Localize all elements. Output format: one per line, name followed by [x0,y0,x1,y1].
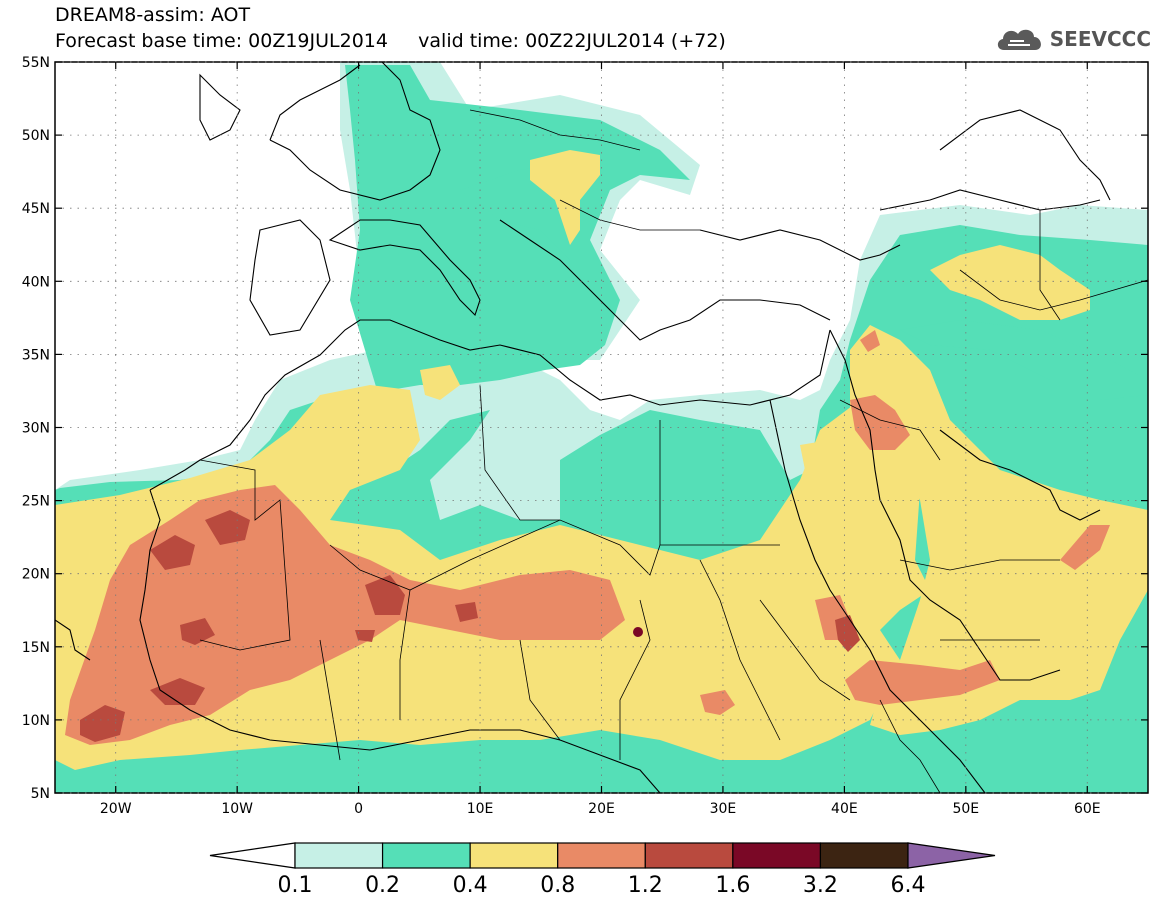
cloud-icon [997,29,1041,50]
lat-tick-label: 50N [22,128,50,144]
colorbar-label: 3.2 [803,873,838,898]
colorbar-segment [294,842,384,869]
lat-tick-label: 55N [22,55,50,71]
colorbar-label: 0.8 [540,873,575,898]
colorbar-label: 1.6 [715,873,750,898]
colorbar-segment [381,842,471,869]
colorbar-arrow-left [209,842,296,869]
lon-tick-label: 50E [952,801,979,817]
lon-tick-label: 20E [588,801,615,817]
colorbar: 0.1 0.2 0.4 0.8 1.2 1.6 3.2 6.4 [209,842,996,898]
aot-field [55,62,1148,793]
lon-tick-label: 10E [467,801,494,817]
seevccc-logo: SEEVCCC [994,22,1151,56]
lat-tick-label: 10N [22,713,50,729]
colorbar-label: 0.1 [278,873,313,898]
lon-tick-label: 0 [354,801,363,817]
lat-tick-label: 25N [22,494,50,510]
forecast-time-line: Forecast base time: 00Z19JUL2014 valid t… [55,30,726,52]
lat-tick-label: 15N [22,640,50,656]
colorbar-segment [819,842,909,869]
lat-tick-label: 45N [22,201,50,217]
colorbar-segment [644,842,734,869]
aot-band-1-2 [80,510,860,742]
colorbar-arrow-right [907,842,996,869]
lon-tick-label: 20W [100,801,132,817]
lat-tick-label: 5N [31,786,50,802]
colorbar-segment [469,842,559,869]
axis-ticks: 20W 10W 0 10E 20E 30E 40E 50E 60E 55N 50N 45N 40N 35N… [22,55,1148,817]
map-title: DREAM8-assim: AOT [55,4,251,26]
lon-tick-label: 40E [831,801,858,817]
logo-text: SEEVCCC [1049,27,1151,51]
coastlines [55,62,1111,793]
colorbar-segment [732,842,822,869]
lat-tick-label: 20N [22,567,50,583]
lat-tick-label: 30N [22,421,50,437]
aot-band-1-6 [633,627,643,637]
colorbar-label: 6.4 [891,873,926,898]
colorbar-label: 0.4 [453,873,488,898]
lon-tick-label: 60E [1074,801,1101,817]
aot-band-0-8 [65,330,1110,745]
lon-tick-label: 30E [710,801,737,817]
colorbar-label: 1.2 [628,873,663,898]
lat-tick-label: 40N [22,274,50,290]
lon-tick-label: 10W [221,801,253,817]
colorbar-segment [557,842,646,869]
country-borders [199,109,1148,793]
colorbar-label: 0.2 [365,873,400,898]
lat-tick-label: 35N [22,347,50,363]
